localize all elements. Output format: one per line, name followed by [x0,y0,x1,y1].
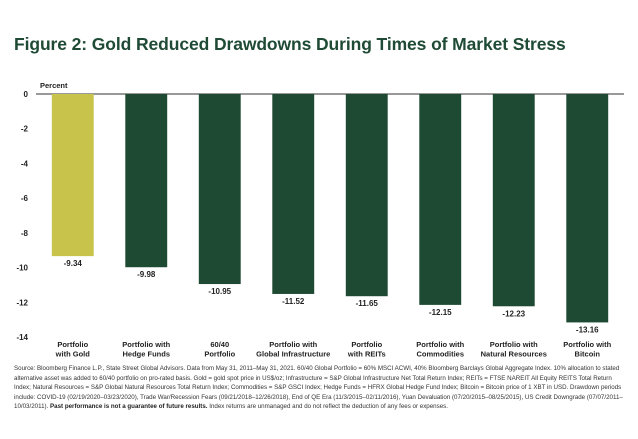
category-label: Portfolio with [490,340,538,349]
y-tick-label: -14 [16,333,28,342]
y-tick-label: -8 [21,229,29,238]
y-tick-label: 0 [24,90,29,99]
category-label: Global Infrastructure [256,350,330,359]
data-label: -9.34 [64,259,83,268]
chart-title: Figure 2: Gold Reduced Drawdowns During … [14,34,566,54]
bar [345,94,388,297]
y-tick-label: -2 [21,125,29,134]
source-tail: Index returns are unmanaged and do not r… [209,403,448,411]
category-label: Portfolio with [269,340,317,349]
y-tick-label: -12 [16,298,28,307]
bar [198,94,241,285]
category-label: Portfolio with [563,340,611,349]
data-label: -13.16 [576,325,599,334]
data-label: -11.65 [356,299,379,308]
data-label: -12.15 [429,308,452,317]
category-label: Portfolio with [416,340,464,349]
bar [125,94,168,268]
bar [51,94,94,257]
bar [419,94,462,305]
y-tick-label: -4 [21,159,29,168]
category-label: Portfolio [57,340,88,349]
category-label: Bitcoin [575,350,601,359]
category-label: Portfolio [204,350,235,359]
category-label: with REITs [347,350,386,359]
bar [566,94,609,323]
data-label: -12.23 [502,309,525,318]
source-disclaimer: Past performance is not a guarantee of f… [50,403,208,411]
source-note: Source: Bloomberg Finance L.P., State St… [14,364,626,412]
y-tick-label: -10 [16,264,28,273]
data-label: -10.95 [208,287,231,296]
y-axis-label: Percent [40,81,68,90]
category-label: Natural Resources [481,350,547,359]
source-text: Source: Bloomberg Finance L.P., State St… [14,365,623,411]
data-label: -9.98 [137,270,156,279]
bars [51,94,609,323]
bar-chart: Percent 0 -2 -4 -6 -8 -10 -12 -14 -9.34 Portfolio… [16,81,624,359]
bar [492,94,535,307]
category-label: Portfolio with [122,340,170,349]
category-label: Commodities [416,350,464,359]
data-label: -11.52 [282,297,305,306]
category-label: Portfolio [351,340,382,349]
category-label: with Gold [55,350,91,359]
y-tick-label: -6 [21,194,29,203]
category-label: 60/40 [210,340,229,349]
category-label: Hedge Funds [122,350,170,359]
bar [272,94,315,294]
